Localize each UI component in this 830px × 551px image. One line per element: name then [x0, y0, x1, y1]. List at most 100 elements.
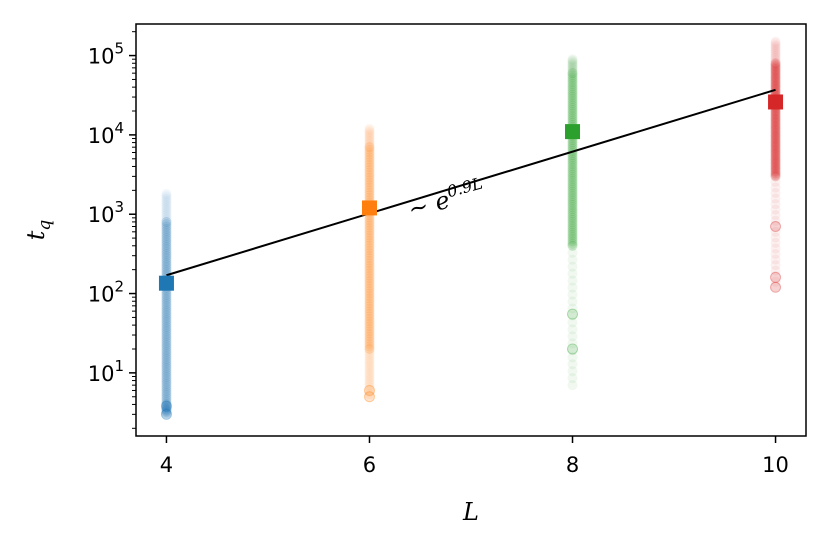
data-point	[567, 282, 578, 293]
y-tick-label: 105	[88, 40, 124, 69]
data-point	[364, 355, 375, 366]
data-point	[567, 167, 578, 178]
data-point	[770, 124, 781, 135]
data-point	[161, 330, 172, 341]
data-point	[161, 289, 172, 300]
data-point	[161, 262, 172, 273]
data-point	[567, 223, 578, 234]
data-point	[161, 401, 172, 412]
data-point	[161, 358, 172, 369]
data-point	[770, 51, 781, 62]
data-point	[567, 289, 578, 300]
data-point	[770, 226, 781, 237]
data-point	[770, 169, 781, 180]
data-point	[364, 370, 375, 381]
data-point	[567, 308, 579, 320]
data-point	[364, 162, 375, 173]
data-point	[364, 135, 375, 146]
point-column-3	[770, 36, 782, 293]
data-point	[770, 276, 781, 287]
data-point	[161, 223, 172, 234]
data-point	[567, 96, 578, 107]
data-point	[770, 68, 781, 79]
data-point	[770, 43, 781, 54]
data-point	[364, 333, 375, 344]
data-point	[161, 397, 172, 408]
data-point	[364, 215, 375, 226]
data-point	[567, 201, 578, 212]
data-point	[161, 367, 172, 378]
data-point	[567, 197, 578, 208]
data-point	[161, 255, 172, 266]
data-point	[364, 265, 375, 276]
data-point	[364, 323, 375, 334]
data-point	[567, 58, 578, 69]
data-point	[364, 142, 375, 153]
data-point	[161, 383, 172, 394]
data-point	[161, 216, 172, 227]
data-point	[364, 235, 375, 246]
data-point	[161, 319, 172, 330]
data-point	[161, 239, 172, 250]
data-point	[161, 342, 172, 353]
data-point	[770, 75, 781, 86]
data-point	[770, 121, 781, 132]
data-point	[567, 55, 578, 66]
data-point	[161, 237, 172, 248]
data-point	[770, 127, 781, 138]
data-point	[770, 133, 781, 144]
data-point	[770, 128, 781, 139]
data-point	[770, 152, 781, 163]
fit-line	[166, 88, 776, 277]
data-point	[770, 151, 781, 162]
data-point	[567, 310, 578, 321]
x-axis: 4 6 8 10	[160, 436, 789, 477]
data-point	[364, 306, 375, 317]
data-point	[161, 253, 172, 264]
data-point	[770, 165, 781, 176]
data-point	[161, 324, 172, 335]
data-point	[364, 360, 375, 371]
data-point	[161, 408, 172, 419]
data-point	[567, 94, 578, 105]
data-point	[364, 341, 375, 352]
data-point	[364, 238, 375, 249]
data-point	[770, 116, 781, 127]
data-point	[364, 348, 375, 359]
data-point	[770, 148, 781, 159]
data-point	[161, 230, 172, 241]
data-point	[770, 221, 781, 232]
data-point	[364, 270, 375, 281]
data-point	[161, 221, 172, 232]
data-point	[364, 298, 375, 309]
data-point	[364, 331, 375, 342]
data-point	[567, 63, 578, 74]
data-point	[364, 367, 375, 378]
data-point	[161, 198, 172, 209]
data-point	[364, 147, 375, 158]
data-point	[161, 335, 172, 346]
data-point	[161, 403, 172, 414]
data-point	[161, 310, 172, 321]
data-point	[161, 216, 172, 227]
data-point	[567, 359, 578, 370]
data-point	[770, 62, 781, 73]
data-point	[567, 254, 578, 265]
data-point	[364, 222, 375, 233]
data-point	[770, 59, 781, 70]
data-point	[161, 349, 172, 360]
data-point	[567, 100, 578, 111]
data-point	[567, 204, 578, 215]
data-point	[364, 232, 375, 243]
data-point	[161, 321, 172, 332]
data-point	[364, 134, 375, 145]
data-point	[567, 221, 578, 232]
data-point	[567, 169, 578, 180]
fit-annotation: ~ e0.9L	[404, 174, 487, 224]
data-point	[364, 227, 375, 238]
data-point	[770, 63, 781, 74]
data-point	[770, 123, 781, 134]
data-point	[363, 384, 375, 396]
data-point	[567, 217, 578, 228]
data-point	[364, 172, 375, 183]
